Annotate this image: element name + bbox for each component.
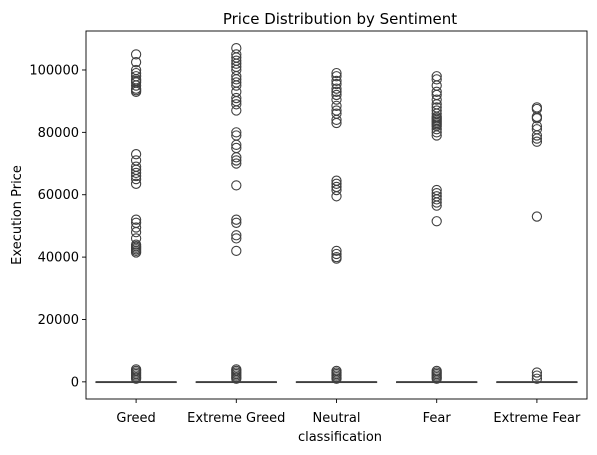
x-axis: Greed Extreme Greed Neutral Fear Extreme Fea… — [116, 399, 581, 426]
outlier-point — [531, 113, 543, 124]
outlier-point — [331, 83, 342, 94]
outlier-point — [331, 89, 342, 101]
y-tick-label: 80000 — [38, 126, 79, 141]
x-axis-label: classification — [298, 430, 382, 445]
outlier-point — [331, 100, 342, 111]
outlier-point — [130, 170, 142, 182]
outlier-point — [130, 149, 142, 160]
chart-title: Price Distribution by Sentiment — [223, 10, 457, 28]
y-tick-label: 0 — [71, 375, 79, 390]
outlier-point — [331, 245, 342, 257]
outlier-point — [231, 74, 242, 85]
outlier-point — [331, 78, 342, 90]
outlier-point — [531, 367, 543, 378]
y-tick-label: 20000 — [38, 313, 79, 328]
outlier-point — [231, 245, 242, 257]
outlier-point — [431, 216, 442, 227]
outlier-point — [331, 248, 342, 260]
x-tick-label: Neutral — [313, 411, 361, 426]
outlier-point — [231, 139, 242, 150]
outlier-point — [231, 217, 242, 228]
outlier-point — [130, 214, 142, 225]
outlier-point — [331, 117, 342, 129]
y-tick-label: 100000 — [29, 63, 79, 78]
outlier-point — [231, 180, 242, 191]
outlier-point — [231, 155, 242, 166]
outlier-point — [130, 227, 142, 238]
outlier-point — [231, 230, 242, 241]
outlier-point — [331, 114, 342, 126]
outlier-point — [130, 178, 142, 189]
outlier-point — [331, 191, 342, 202]
outlier-point — [431, 373, 442, 384]
box-group — [396, 71, 478, 384]
outlier-point — [231, 105, 242, 116]
outlier-point — [130, 167, 142, 179]
outlier-point — [231, 214, 242, 225]
outlier-point — [431, 127, 442, 138]
outlier-point — [431, 86, 442, 97]
outlier-point — [431, 200, 442, 211]
outlier-point — [130, 49, 142, 60]
outlier-point — [231, 92, 242, 104]
box-group — [195, 43, 277, 384]
x-tick-label: Greed — [116, 411, 155, 426]
outlier-point — [431, 197, 442, 208]
box-group — [295, 67, 378, 384]
outlier-point — [331, 373, 342, 384]
y-axis: 0 20000 40000 60000 80000 100000 — [29, 63, 86, 390]
outlier-point — [231, 127, 242, 138]
outlier-point — [130, 57, 142, 68]
outlier-point — [431, 124, 442, 135]
box-group — [496, 102, 578, 384]
x-tick-label: Fear — [423, 411, 452, 426]
outlier-point — [130, 80, 142, 91]
outlier-point — [531, 370, 543, 381]
outlier-point — [531, 211, 543, 222]
outlier-point — [531, 373, 543, 384]
outlier-point — [331, 253, 342, 264]
outlier-point — [231, 373, 242, 384]
outlier-point — [531, 133, 543, 144]
outlier-point — [130, 86, 142, 97]
outlier-point — [331, 178, 342, 189]
outlier-point — [231, 80, 242, 91]
outlier-point — [130, 222, 142, 233]
outlier-point — [331, 86, 342, 97]
outlier-point — [431, 194, 442, 205]
outlier-point — [231, 58, 242, 69]
outlier-point — [231, 158, 242, 169]
outlier-point — [331, 71, 342, 82]
box-group — [95, 49, 177, 384]
outlier-point — [331, 67, 342, 79]
outlier-point — [331, 184, 342, 196]
outlier-point — [231, 233, 242, 244]
outlier-point — [130, 247, 142, 258]
y-tick-label: 60000 — [38, 188, 79, 203]
y-tick-label: 40000 — [38, 251, 79, 266]
box-series — [95, 43, 578, 384]
outlier-point — [531, 136, 543, 147]
outlier-point — [130, 373, 142, 384]
outlier-point — [231, 152, 242, 163]
plot-area — [85, 30, 588, 400]
outlier-point — [431, 74, 442, 85]
y-axis-label: Execution Price — [10, 165, 25, 265]
outlier-point — [130, 173, 142, 185]
outlier-point — [331, 75, 342, 87]
outlier-point — [531, 130, 543, 141]
x-tick-label: Extreme Greed — [187, 411, 285, 426]
outlier-point — [431, 130, 442, 141]
outlier-point — [331, 94, 342, 105]
outlier-point — [431, 94, 442, 105]
x-tick-label: Extreme Fear — [493, 411, 581, 426]
outlier-point — [231, 99, 242, 110]
